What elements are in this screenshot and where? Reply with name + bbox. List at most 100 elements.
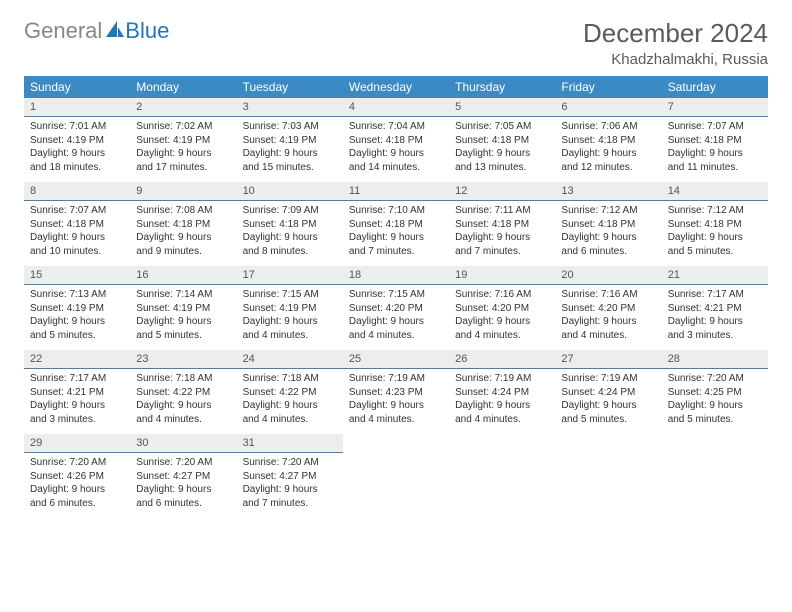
day-detail: Sunrise: 7:05 AMSunset: 4:18 PMDaylight:…: [449, 117, 555, 183]
day-number: 27: [555, 350, 661, 369]
detail-day2: and 3 minutes.: [668, 329, 762, 343]
day-number: 13: [555, 182, 661, 201]
day-detail: Sunrise: 7:07 AMSunset: 4:18 PMDaylight:…: [662, 117, 768, 183]
detail-sunrise: Sunrise: 7:12 AM: [561, 204, 655, 218]
detail-day2: and 6 minutes.: [561, 245, 655, 259]
day-detail: Sunrise: 7:20 AMSunset: 4:26 PMDaylight:…: [24, 453, 130, 519]
day-detail: Sunrise: 7:09 AMSunset: 4:18 PMDaylight:…: [237, 201, 343, 267]
detail-sunrise: Sunrise: 7:08 AM: [136, 204, 230, 218]
detail-day2: and 12 minutes.: [561, 161, 655, 175]
detail-day2: and 6 minutes.: [30, 497, 124, 511]
detail-sunset: Sunset: 4:24 PM: [455, 386, 549, 400]
day-detail: Sunrise: 7:18 AMSunset: 4:22 PMDaylight:…: [237, 369, 343, 435]
detail-day2: and 5 minutes.: [136, 329, 230, 343]
day-number: [343, 434, 449, 453]
detail-sunset: Sunset: 4:19 PM: [136, 302, 230, 316]
day-detail: Sunrise: 7:04 AMSunset: 4:18 PMDaylight:…: [343, 117, 449, 183]
detail-sunset: Sunset: 4:18 PM: [455, 134, 549, 148]
detail-sunset: Sunset: 4:26 PM: [30, 470, 124, 484]
detail-day2: and 7 minutes.: [243, 497, 337, 511]
detail-sunset: Sunset: 4:18 PM: [136, 218, 230, 232]
detail-sunrise: Sunrise: 7:16 AM: [455, 288, 549, 302]
day-number: 19: [449, 266, 555, 285]
detail-sunrise: Sunrise: 7:11 AM: [455, 204, 549, 218]
day-detail: Sunrise: 7:17 AMSunset: 4:21 PMDaylight:…: [662, 285, 768, 351]
detail-day1: Daylight: 9 hours: [455, 231, 549, 245]
detail-day1: Daylight: 9 hours: [30, 483, 124, 497]
detail-day1: Daylight: 9 hours: [30, 315, 124, 329]
detail-sunrise: Sunrise: 7:17 AM: [668, 288, 762, 302]
detail-day1: Daylight: 9 hours: [561, 399, 655, 413]
day-detail: Sunrise: 7:16 AMSunset: 4:20 PMDaylight:…: [555, 285, 661, 351]
detail-sunrise: Sunrise: 7:20 AM: [243, 456, 337, 470]
detail-sunrise: Sunrise: 7:20 AM: [668, 372, 762, 386]
detail-day1: Daylight: 9 hours: [30, 231, 124, 245]
detail-day1: Daylight: 9 hours: [136, 231, 230, 245]
detail-day2: and 4 minutes.: [243, 413, 337, 427]
detail-sunrise: Sunrise: 7:10 AM: [349, 204, 443, 218]
day-detail: Sunrise: 7:20 AMSunset: 4:25 PMDaylight:…: [662, 369, 768, 435]
detail-sunset: Sunset: 4:19 PM: [243, 134, 337, 148]
detail-sunrise: Sunrise: 7:17 AM: [30, 372, 124, 386]
month-title: December 2024: [583, 18, 768, 49]
detail-sunrise: Sunrise: 7:09 AM: [243, 204, 337, 218]
detail-sunrise: Sunrise: 7:13 AM: [30, 288, 124, 302]
detail-day2: and 7 minutes.: [455, 245, 549, 259]
detail-day2: and 10 minutes.: [30, 245, 124, 259]
detail-day1: Daylight: 9 hours: [136, 399, 230, 413]
detail-day2: and 5 minutes.: [561, 413, 655, 427]
detail-day2: and 4 minutes.: [561, 329, 655, 343]
detail-day1: Daylight: 9 hours: [668, 399, 762, 413]
day-number: 3: [237, 98, 343, 117]
detail-sunset: Sunset: 4:27 PM: [243, 470, 337, 484]
detail-sunset: Sunset: 4:22 PM: [136, 386, 230, 400]
day-detail: Sunrise: 7:15 AMSunset: 4:19 PMDaylight:…: [237, 285, 343, 351]
day-number: 30: [130, 434, 236, 453]
detail-sunset: Sunset: 4:18 PM: [668, 134, 762, 148]
day-number: 31: [237, 434, 343, 453]
detail-day1: Daylight: 9 hours: [668, 231, 762, 245]
day-detail: Sunrise: 7:01 AMSunset: 4:19 PMDaylight:…: [24, 117, 130, 183]
day-detail: Sunrise: 7:10 AMSunset: 4:18 PMDaylight:…: [343, 201, 449, 267]
detail-day1: Daylight: 9 hours: [349, 231, 443, 245]
detail-day2: and 11 minutes.: [668, 161, 762, 175]
detail-sunrise: Sunrise: 7:19 AM: [455, 372, 549, 386]
day-number: 29: [24, 434, 130, 453]
detail-day2: and 4 minutes.: [136, 413, 230, 427]
detail-day2: and 5 minutes.: [30, 329, 124, 343]
detail-day2: and 4 minutes.: [349, 329, 443, 343]
detail-day1: Daylight: 9 hours: [668, 315, 762, 329]
day-detail: Sunrise: 7:03 AMSunset: 4:19 PMDaylight:…: [237, 117, 343, 183]
detail-day1: Daylight: 9 hours: [243, 315, 337, 329]
weekday-header: Friday: [555, 76, 661, 98]
day-detail: Sunrise: 7:12 AMSunset: 4:18 PMDaylight:…: [555, 201, 661, 267]
detail-sunrise: Sunrise: 7:06 AM: [561, 120, 655, 134]
detail-sunrise: Sunrise: 7:19 AM: [561, 372, 655, 386]
detail-day2: and 7 minutes.: [349, 245, 443, 259]
detail-day2: and 4 minutes.: [243, 329, 337, 343]
day-detail: Sunrise: 7:18 AMSunset: 4:22 PMDaylight:…: [130, 369, 236, 435]
detail-sunset: Sunset: 4:20 PM: [455, 302, 549, 316]
detail-sunset: Sunset: 4:18 PM: [30, 218, 124, 232]
detail-sunset: Sunset: 4:18 PM: [349, 218, 443, 232]
weekday-header: Thursday: [449, 76, 555, 98]
day-number: 15: [24, 266, 130, 285]
day-number: 14: [662, 182, 768, 201]
day-detail: [662, 453, 768, 519]
detail-day2: and 9 minutes.: [136, 245, 230, 259]
detail-sunset: Sunset: 4:20 PM: [349, 302, 443, 316]
day-detail: Sunrise: 7:13 AMSunset: 4:19 PMDaylight:…: [24, 285, 130, 351]
detail-sunset: Sunset: 4:27 PM: [136, 470, 230, 484]
detail-sunset: Sunset: 4:18 PM: [561, 218, 655, 232]
logo-text-2: Blue: [125, 18, 169, 44]
day-number: [662, 434, 768, 453]
day-detail: Sunrise: 7:02 AMSunset: 4:19 PMDaylight:…: [130, 117, 236, 183]
day-number: 20: [555, 266, 661, 285]
day-number: 24: [237, 350, 343, 369]
day-number: 21: [662, 266, 768, 285]
day-number: 16: [130, 266, 236, 285]
day-number: 9: [130, 182, 236, 201]
day-detail: [343, 453, 449, 519]
day-number: 10: [237, 182, 343, 201]
day-number: 1: [24, 98, 130, 117]
